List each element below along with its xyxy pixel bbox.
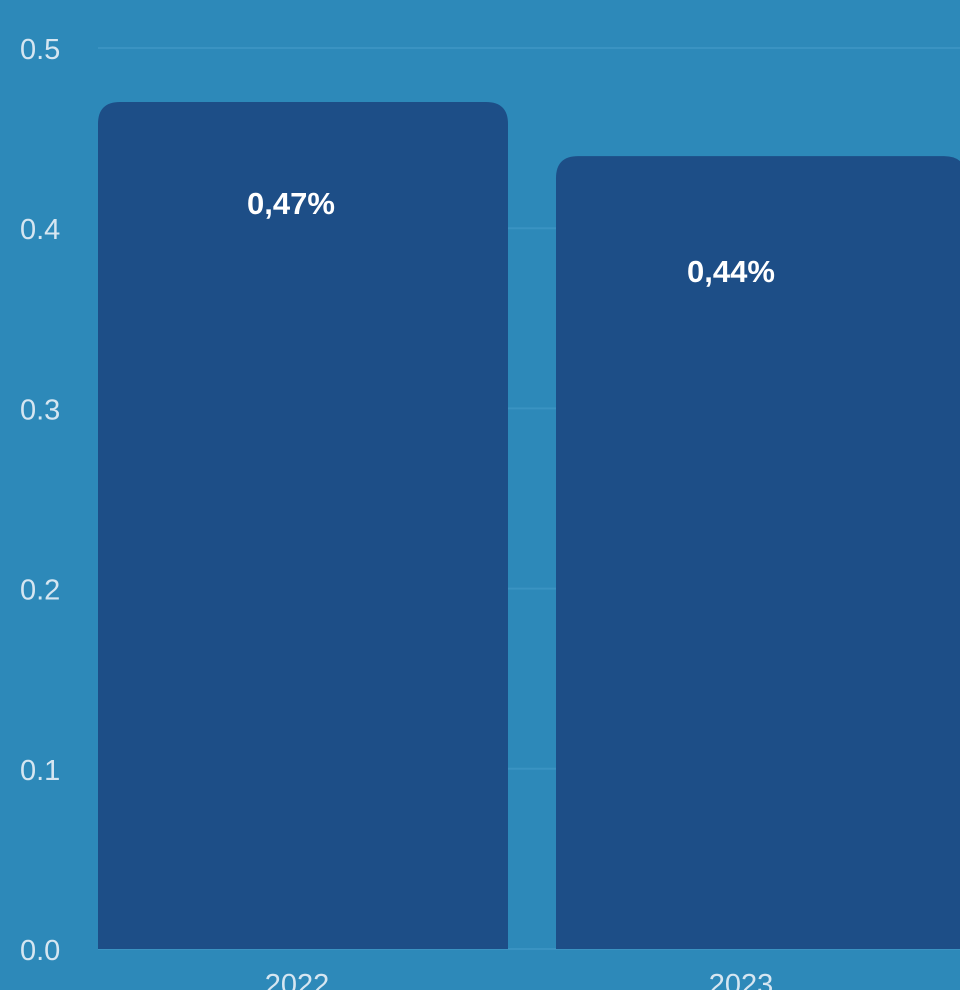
bars: [98, 102, 960, 949]
y-tick-label: 0.0: [20, 935, 60, 967]
y-tick-label: 0.3: [20, 394, 60, 426]
y-tick-label: 0.4: [20, 214, 60, 246]
x-tick-label: 2023: [709, 969, 774, 990]
y-axis: 0.0 0.1 0.2 0.3 0.4 0.5: [20, 34, 60, 967]
bar-2022: [98, 102, 508, 949]
data-labels: 0,47% 0,44%: [247, 186, 775, 289]
data-label: 0,47%: [247, 186, 335, 221]
x-axis: 2022 2023: [265, 969, 774, 990]
x-tick-label: 2022: [265, 969, 330, 990]
y-tick-label: 0.1: [20, 755, 60, 787]
data-label: 0,44%: [687, 254, 775, 289]
y-tick-label: 0.2: [20, 575, 60, 607]
y-tick-label: 0.5: [20, 34, 60, 66]
bar-2023: [556, 156, 960, 949]
